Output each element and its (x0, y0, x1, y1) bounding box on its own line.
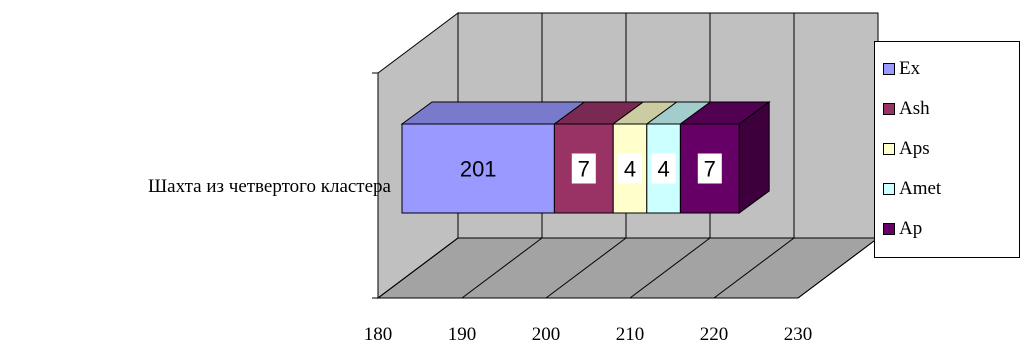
legend-label-ex: Ex (899, 58, 921, 79)
gridline-floor (797, 237, 879, 299)
legend-item-amet: Amet (883, 176, 941, 202)
legend-item-ap: Ap (883, 216, 922, 242)
x-tick-label: 220 (700, 324, 729, 345)
data-label-box (618, 153, 642, 184)
gridline-floor (377, 237, 459, 299)
category-label: Шахта из четвертого кластера (148, 176, 391, 197)
gridline-floor (713, 237, 795, 299)
x-tick-label: 180 (364, 324, 393, 345)
x-tick-label: 200 (532, 324, 561, 345)
x-tick-label: 210 (616, 324, 645, 345)
legend-swatch-amet (883, 183, 895, 195)
data-label-amet: 4 (657, 157, 669, 182)
data-label-box (571, 153, 596, 184)
legend-swatch-ash (883, 103, 895, 115)
bar-top-ex (400, 101, 586, 125)
legend-label-ash: Ash (899, 98, 930, 119)
gridline-floor (461, 237, 543, 299)
legend-item-ex: Ex (883, 56, 920, 82)
gridline-floor (545, 237, 627, 299)
data-label-ash: 7 (578, 157, 590, 182)
legend-swatch-ex (883, 63, 895, 75)
legend-label-amet: Amet (899, 178, 942, 199)
legend-swatch-aps (883, 143, 895, 155)
legend-label-ap: Ap (899, 218, 923, 239)
legend-item-ash: Ash (883, 96, 930, 122)
data-label-box (651, 153, 676, 184)
legend-item-aps: Aps (883, 136, 930, 162)
legend-label-aps: Aps (899, 138, 930, 159)
x-tick-label: 190 (448, 324, 477, 345)
bar-end-face (738, 101, 770, 214)
data-label-aps: 4 (624, 157, 636, 182)
bar-segment-ex (401, 123, 555, 214)
legend-swatch-ap (883, 223, 895, 235)
x-tick-label: 230 (784, 324, 813, 345)
data-label-ap: 7 (704, 157, 716, 182)
floor (376, 237, 880, 299)
data-label-box (697, 153, 722, 184)
gridline-floor (629, 237, 711, 299)
data-label-ex: 201 (460, 157, 497, 182)
legend: Ex Ash Aps Amet Ap (874, 41, 1020, 258)
